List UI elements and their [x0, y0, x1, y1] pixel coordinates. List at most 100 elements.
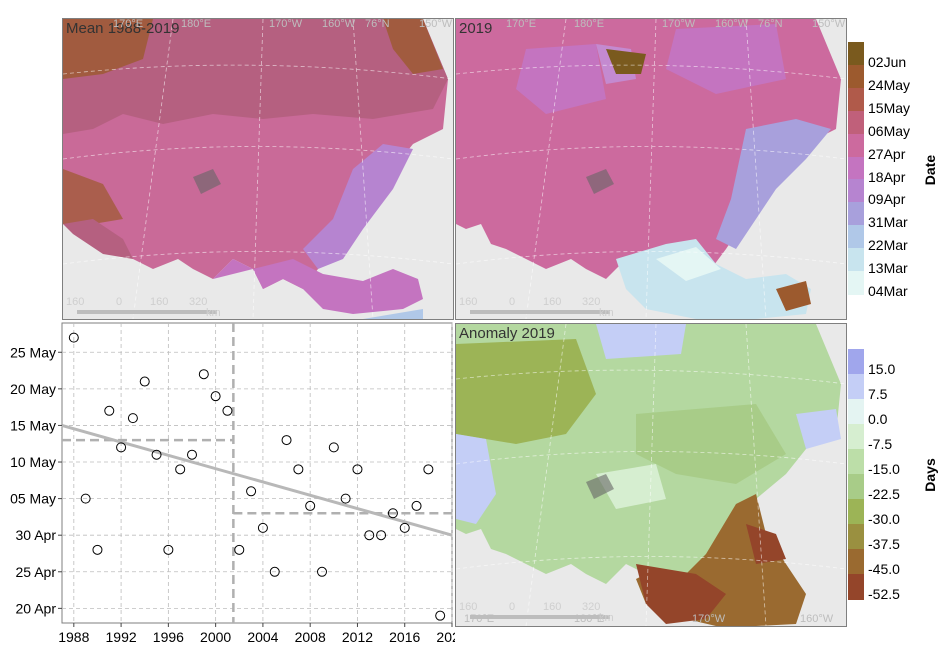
legend-color-cell: [848, 399, 864, 425]
legend-label: -15.0: [868, 461, 900, 477]
legend-color-cell: [848, 110, 864, 135]
scale-label: 160: [459, 601, 478, 613]
scale-unit: km: [599, 307, 614, 319]
data-point: [305, 500, 316, 511]
scale-label: 0: [509, 296, 516, 308]
x-tick-label: 1996: [153, 629, 184, 645]
plot-area: [61, 322, 453, 624]
x-tick-label: 2012: [342, 629, 373, 645]
legend-label: -37.5: [868, 536, 900, 552]
y-tick-label: 25 May: [10, 344, 56, 360]
data-point: [116, 442, 127, 453]
trend-line: [61, 423, 453, 537]
legend-label: -45.0: [868, 561, 900, 577]
lat-label: 76°N: [758, 18, 783, 30]
data-point: [257, 522, 268, 533]
lon-label: 170°E: [506, 18, 537, 30]
legend-color-cell: [848, 574, 864, 600]
legend-color-cell: [848, 248, 864, 273]
data-point: [340, 493, 351, 504]
legend-color-cell: [848, 374, 864, 400]
legend-anomaly-colorbar: [848, 349, 864, 600]
data-point: [222, 405, 233, 416]
data-point: [151, 449, 162, 460]
legend-label: 24May: [868, 76, 911, 93]
data-point: [328, 442, 339, 453]
data-point: [411, 500, 422, 511]
data-point: [68, 332, 79, 343]
lon-label: 160°W: [800, 613, 834, 625]
legend-color-cell: [848, 349, 864, 375]
data-point: [139, 376, 150, 387]
legend-date-colorbar: [848, 42, 864, 295]
x-tick-label: 1992: [106, 629, 137, 645]
map-anomaly-graphic: [456, 324, 846, 626]
data-point: [387, 508, 398, 519]
data-point: [92, 544, 103, 555]
scale-label: 160: [543, 601, 562, 613]
scale-label: 160: [459, 296, 478, 308]
lon-label: 170°W: [692, 613, 726, 625]
legend-label: -22.5: [868, 486, 900, 502]
lon-label: 180°E: [181, 18, 212, 30]
y-tick-label: 10 May: [10, 454, 56, 470]
x-tick-label: 2020: [436, 629, 455, 645]
lon-label: 150°W: [812, 18, 846, 30]
data-point: [104, 405, 115, 416]
data-point: [187, 449, 197, 460]
scale-label: 0: [116, 296, 123, 308]
scale-label: 0: [509, 601, 516, 613]
lon-label: 170°W: [662, 18, 696, 30]
legend-label: 02Jun: [868, 54, 907, 70]
legend-color-cell: [848, 271, 864, 295]
data-point: [234, 544, 245, 555]
scale-label: 160: [150, 296, 169, 308]
data-point: [198, 369, 209, 380]
x-tick-label: 2000: [200, 629, 231, 645]
legend-label: 22Mar: [868, 237, 908, 254]
legend-color-cell: [848, 87, 864, 112]
legend-label: 7.5: [868, 386, 888, 402]
y-tick-label: 20 May: [10, 381, 56, 397]
legend-label: 15May: [868, 99, 911, 116]
legend-label: 09Apr: [868, 191, 906, 208]
x-tick-label: 2008: [295, 629, 326, 645]
panel-title-2019: 2019: [459, 20, 493, 37]
data-point: [269, 566, 280, 577]
data-point: [163, 544, 174, 555]
melt-date-scatter-chart: 20 Apr 25 Apr 30 Apr 05 May 10 May 15 May 20 M…: [10, 322, 455, 645]
data-point: [293, 464, 304, 475]
legend-label: 27Apr: [868, 145, 906, 162]
y-tick-label: 30 Apr: [16, 527, 57, 543]
legend-label: 31Mar: [868, 214, 908, 231]
scale-label: 320: [582, 601, 601, 613]
legend-label: 04Mar: [868, 283, 908, 300]
legend-color-cell: [848, 549, 864, 575]
lon-label: 180°E: [574, 613, 605, 625]
legend-color-cell: [848, 449, 864, 475]
scale-label: 160: [66, 296, 85, 308]
y-tick-label: 25 Apr: [16, 564, 57, 580]
data-point: [80, 493, 91, 504]
data-point: [423, 464, 434, 475]
panel-title-mean: Mean 1988-2019: [66, 20, 180, 37]
data-point: [246, 486, 257, 497]
map-mean-panel: Mean 1988-2019 170°E 180°E 170°W 160°W 7…: [62, 18, 454, 320]
legend-color-cell: [848, 42, 864, 66]
scale-label: 320: [189, 296, 208, 308]
legend-color-cell: [848, 202, 864, 227]
legend-color-cell: [848, 156, 864, 181]
y-tick-label: 05 May: [10, 491, 56, 507]
map-mean-graphic: [63, 19, 453, 319]
legend-color-cell: [848, 424, 864, 450]
legend-color-cell: [848, 64, 864, 89]
legend-color-cell: [848, 225, 864, 250]
legend-date: 02Jun 24May 15May 06May 27Apr 18Apr 09Apr 31Mar…: [848, 42, 944, 299]
data-point: [376, 530, 387, 541]
lat-label: 76°N: [365, 18, 390, 30]
data-point: [352, 464, 363, 475]
legend-label: -30.0: [868, 511, 900, 527]
legend-color-cell: [848, 524, 864, 550]
data-point: [175, 464, 186, 475]
y-tick-label: 15 May: [10, 417, 56, 433]
